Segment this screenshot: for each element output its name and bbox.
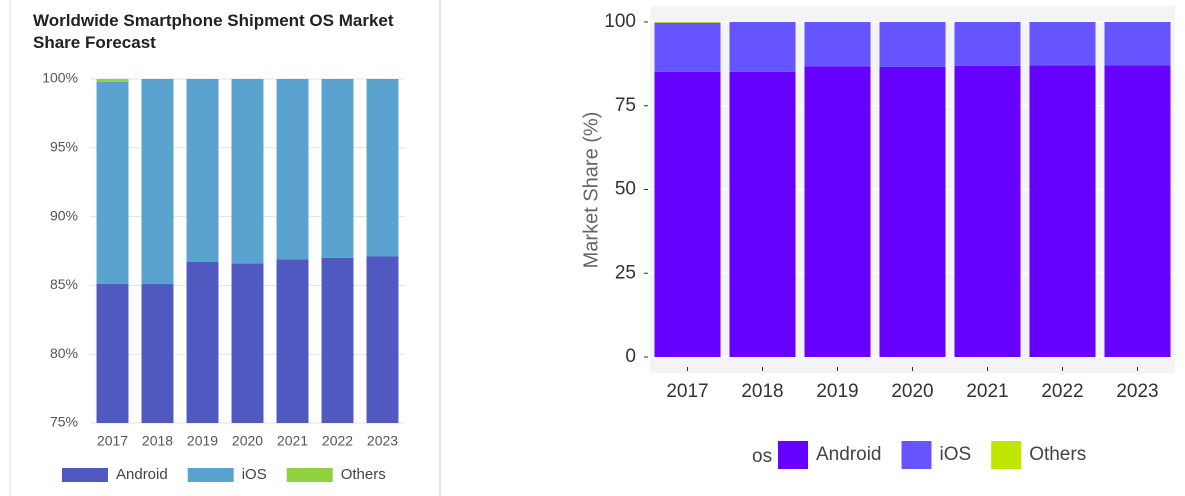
bar-segment [954, 65, 1021, 357]
bar-segment [276, 79, 309, 260]
bar-segment [654, 22, 721, 23]
bar-segment [654, 22, 721, 72]
bar-segment [321, 257, 354, 423]
legend-swatch [187, 468, 234, 482]
bar-segment [879, 22, 946, 67]
x-tick-label: 2023 [367, 433, 398, 449]
bar-segment [186, 262, 219, 423]
x-tick-label: 2022 [1041, 381, 1083, 402]
y-axis-label: Market Share (%) [580, 112, 602, 269]
y-tick-label: 95% [50, 139, 78, 155]
bar-segment [1104, 65, 1171, 357]
bar-segment [366, 79, 399, 257]
y-tick-label: 25 [615, 262, 636, 283]
bar-segment [804, 22, 871, 67]
bar-segment [231, 263, 264, 423]
y-tick-label: 50 [615, 179, 636, 200]
legend-swatch [778, 441, 808, 469]
bar-segment [321, 79, 354, 258]
legend-swatch [991, 441, 1022, 469]
bar-segment [141, 79, 174, 285]
bar-segment [96, 81, 129, 285]
y-tick-label: 85% [50, 276, 78, 292]
legend-label: Others [341, 466, 386, 483]
legend-label: iOS [242, 466, 267, 483]
legend-label: Others [1029, 444, 1086, 465]
y-tick-label: 0 [625, 346, 636, 367]
y-tick-label: 90% [50, 207, 78, 223]
x-tick-label: 2021 [966, 381, 1008, 402]
bar-segment [654, 71, 721, 357]
x-tick-label: 2020 [232, 433, 263, 449]
x-tick-label: 2021 [277, 433, 308, 449]
x-tick-label: 2022 [322, 433, 353, 449]
bar-segment [804, 66, 871, 358]
y-tick-label: 75 [615, 95, 636, 116]
bar-segment [96, 79, 129, 82]
x-tick-label: 2020 [891, 381, 933, 402]
bar-segment [729, 22, 796, 72]
y-tick-label: 75% [50, 414, 78, 430]
x-tick-label: 2018 [142, 433, 173, 449]
bar-segment [954, 22, 1021, 66]
x-tick-label: 2019 [187, 433, 218, 449]
legend-label: iOS [940, 444, 972, 465]
legend-swatch [62, 468, 108, 482]
y-tick-label: 80% [50, 345, 78, 361]
bar-segment [1029, 65, 1096, 358]
x-tick-label: 2019 [816, 381, 858, 402]
x-tick-label: 2018 [741, 381, 783, 402]
x-tick-label: 2017 [97, 433, 128, 449]
bar-segment [879, 66, 946, 357]
x-tick-label: 2017 [666, 381, 708, 402]
legend-label: Android [816, 444, 882, 465]
legend-swatch [286, 468, 333, 482]
bar-segment [366, 256, 399, 423]
legend-title: os [752, 446, 772, 467]
legend-label: Android [116, 466, 168, 483]
bar-segment [96, 284, 129, 423]
bar-segment [231, 79, 264, 264]
x-tick-label: 2023 [1116, 381, 1158, 402]
bar-segment [729, 71, 796, 357]
bar-segment [141, 284, 174, 423]
legend-swatch [901, 441, 932, 469]
bar-segment [1104, 22, 1171, 66]
bar-segment [1029, 22, 1096, 66]
y-tick-label: 100% [42, 70, 78, 86]
bar-segment [186, 79, 219, 263]
bar-segment [276, 259, 309, 423]
chart-title: Worldwide Smartphone Shipment OS Market … [33, 11, 394, 52]
y-tick-label: 100 [604, 11, 636, 32]
